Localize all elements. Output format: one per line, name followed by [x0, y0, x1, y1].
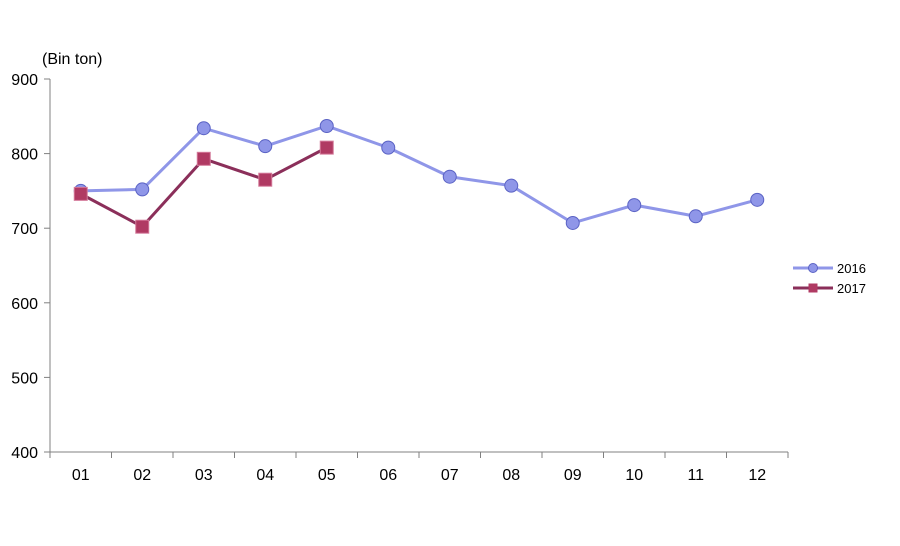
data-point-2016: [196, 121, 211, 136]
x-tick-label: 06: [379, 467, 397, 484]
legend-marker: [808, 263, 818, 273]
y-tick-label: 800: [11, 147, 38, 164]
series-2016: [73, 118, 765, 230]
data-point-2016: [565, 215, 580, 230]
x-tick-label: 01: [72, 467, 90, 484]
legend-item-2017: 2017: [793, 281, 866, 296]
data-point-2016: [319, 118, 334, 133]
data-point-2016: [258, 139, 273, 154]
data-point-2016: [750, 192, 765, 207]
data-point-2016: [688, 209, 703, 224]
series-layer: [73, 118, 765, 234]
data-point-2016: [627, 198, 642, 213]
data-point-2016: [381, 140, 396, 155]
x-tick-label: 11: [687, 467, 704, 484]
data-point-2017: [319, 140, 334, 155]
data-point-2016: [504, 178, 519, 193]
data-point-2017: [258, 172, 273, 187]
series-2017: [73, 140, 334, 234]
x-tick-label: 09: [564, 467, 582, 484]
series-line-2016: [80, 124, 758, 225]
x-tick-label: 03: [195, 467, 213, 484]
y-tick-label: 700: [11, 221, 38, 238]
data-point-2016: [135, 182, 150, 197]
data-point-2017: [73, 186, 88, 201]
data-point-2016: [442, 169, 457, 184]
legend-item-2016: 2016: [793, 261, 866, 276]
x-tick-label: 04: [256, 467, 274, 484]
x-tick-label: 07: [441, 467, 459, 484]
y-unit-label: (Bin ton): [42, 51, 102, 68]
y-tick-label: 400: [11, 445, 38, 462]
data-point-2017: [196, 151, 211, 166]
axes: 400 500 600 700 800 900 01 02 03 04 05 06 07 08 09 10 11…: [11, 72, 789, 484]
legend: 2016 2017: [793, 261, 866, 296]
legend-label: 2017: [837, 281, 866, 296]
legend-marker: [808, 283, 818, 293]
y-tick-label: 500: [11, 370, 38, 387]
x-tick-label: 10: [625, 467, 643, 484]
y-tick-label: 600: [11, 296, 38, 313]
y-tick-label: 900: [11, 72, 38, 89]
x-tick-label: 08: [502, 467, 520, 484]
x-tick-label: 02: [133, 467, 151, 484]
legend-label: 2016: [837, 261, 866, 276]
data-point-2017: [135, 219, 150, 234]
x-tick-label: 05: [318, 467, 336, 484]
x-tick-label: 12: [748, 467, 766, 484]
